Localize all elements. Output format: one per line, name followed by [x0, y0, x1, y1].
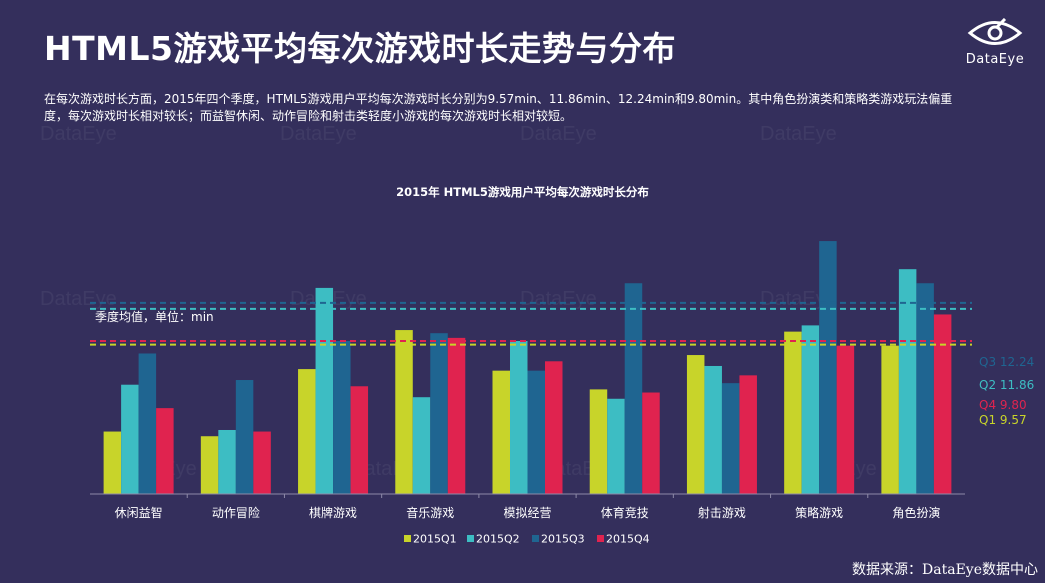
watermark: DataEye	[520, 123, 597, 145]
bar-2015q4-4	[447, 337, 466, 494]
bar-2015q2-5	[510, 340, 528, 494]
bar-2015q3-3	[333, 340, 351, 494]
bar-2015q3-5	[527, 370, 545, 494]
watermark: DataEye	[40, 123, 117, 145]
bar-2015q4-2	[253, 431, 271, 494]
bar-2015q4-6	[642, 392, 660, 494]
bar-2015q2-7	[704, 365, 722, 494]
x-tick-label: 策略游戏	[795, 505, 843, 520]
x-tick-label: 体育竞技	[601, 505, 649, 520]
legend-swatch-2015q1	[404, 535, 411, 542]
data-source: 数据来源：DataEye数据中心	[852, 562, 1038, 578]
bar-2015q1-5	[492, 370, 510, 494]
x-tick-label: 模拟经营	[503, 506, 551, 520]
legend-swatch-2015q3	[532, 535, 539, 542]
bar-2015q1-8	[784, 331, 802, 494]
bar-2015q2-4	[412, 397, 431, 494]
bar-2015q2-6	[607, 398, 625, 494]
logo-text: DataEye	[965, 52, 1025, 67]
bar-2015q3-2	[235, 380, 254, 494]
bar-2015q3-1	[138, 353, 157, 494]
bar-2015q1-9	[881, 345, 899, 494]
x-tick-label: 射击游戏	[698, 505, 746, 520]
x-tick-label: 角色扮演	[892, 505, 940, 520]
bar-2015q2-3	[315, 287, 334, 494]
x-tick-label: 音乐游戏	[406, 505, 454, 520]
bar-2015q4-8	[836, 345, 855, 494]
watermark: DataEye	[760, 288, 837, 310]
legend-label-2015q2: 2015Q2	[476, 533, 520, 546]
description-text: 在每次游戏时长方面，2015年四个季度，HTML5游戏用户平均每次游戏时长分别为…	[44, 92, 953, 123]
legend-label-2015q4: 2015Q4	[606, 533, 650, 546]
bar-2015q4-1	[156, 408, 174, 494]
bar-2015q3-4	[430, 333, 448, 494]
eye-icon	[967, 18, 1023, 45]
reference-label: Q4 9.80	[979, 398, 1027, 412]
watermark: DataEye	[520, 288, 597, 310]
legend-swatch-2015q4	[597, 535, 604, 542]
watermark: DataEye	[760, 123, 837, 145]
bar-2015q1-2	[200, 436, 219, 494]
bar-2015q2-9	[898, 269, 917, 494]
bar-2015q2-8	[801, 325, 820, 494]
bar-2015q1-3	[298, 369, 316, 494]
bar-2015q3-6	[624, 283, 643, 494]
watermark: DataEye	[280, 123, 357, 145]
bar-2015q3-7	[721, 383, 740, 494]
bar-2015q2-2	[218, 429, 236, 494]
bar-2015q4-3	[350, 386, 369, 494]
page-title: HTML5游戏平均每次游戏时长走势与分布	[44, 29, 676, 68]
dataeye-logo: DataEye	[955, 18, 1035, 74]
reference-label: Q2 11.86	[979, 378, 1034, 392]
bar-2015q3-8	[819, 241, 837, 494]
reference-label: Q3 12.24	[979, 355, 1034, 369]
bar-2015q1-6	[589, 389, 608, 494]
bar-2015q2-1	[121, 384, 139, 494]
bar-2015q4-5	[545, 361, 563, 494]
chart-title: 2015年 HTML5游戏用户平均每次游戏时长分布	[396, 185, 649, 199]
legend-label-2015q3: 2015Q3	[541, 533, 585, 546]
legend-label-2015q1: 2015Q1	[413, 533, 457, 546]
x-tick-label: 休闲益智	[115, 505, 163, 520]
bar-2015q1-7	[686, 355, 705, 494]
legend-swatch-2015q2	[467, 535, 474, 542]
bar-2015q3-9	[916, 283, 934, 494]
y-axis-label: 季度均值，单位：min	[95, 309, 214, 324]
reference-label: Q1 9.57	[979, 413, 1027, 427]
bar-2015q4-7	[739, 375, 757, 494]
x-tick-label: 动作冒险	[212, 505, 260, 520]
x-tick-label: 棋牌游戏	[309, 506, 357, 520]
bar-2015q1-4	[395, 330, 413, 494]
watermark: DataEye	[40, 288, 117, 310]
bar-2015q1-1	[103, 431, 122, 494]
bar-2015q4-9	[933, 314, 952, 494]
